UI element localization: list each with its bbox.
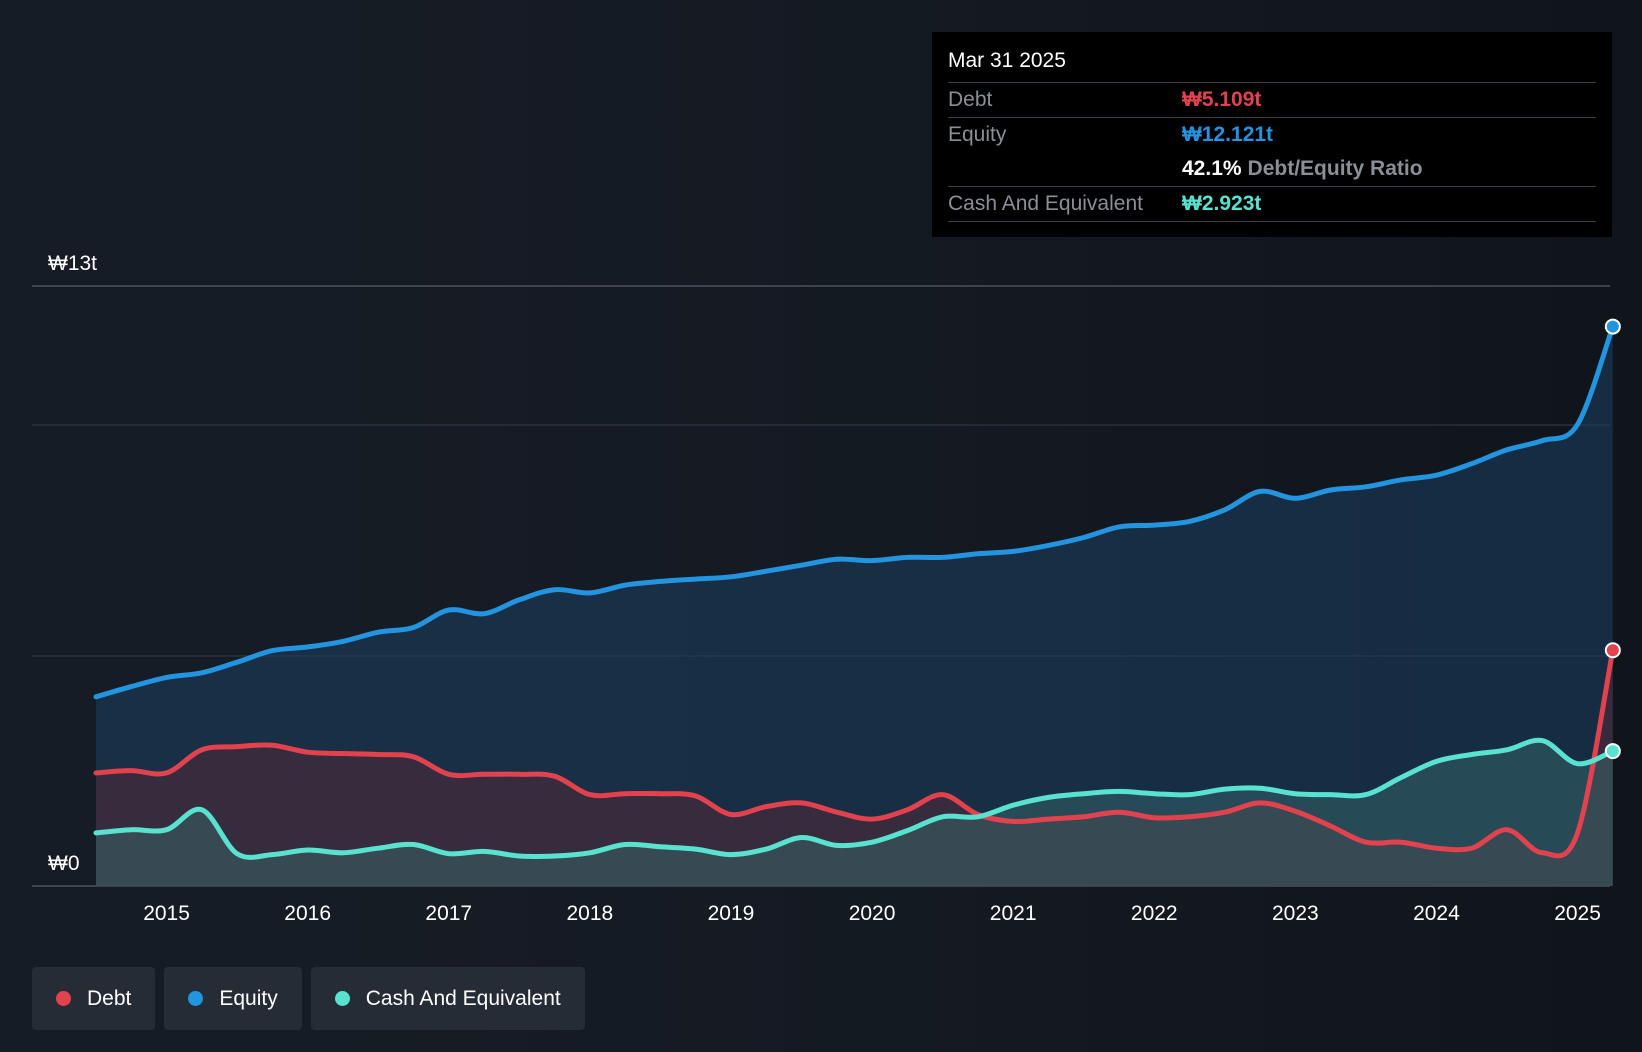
x-tick-label: 2016 bbox=[284, 902, 331, 925]
y-axis-top-label: ₩13t bbox=[48, 252, 97, 275]
tooltip-cash-label: Cash And Equivalent bbox=[948, 192, 1143, 215]
x-tick-label: 2024 bbox=[1413, 902, 1460, 925]
tooltip-equity-label: Equity bbox=[948, 123, 1007, 146]
chart-legend: Debt Equity Cash And Equivalent bbox=[32, 967, 585, 1030]
cash-and-equivalent-end-point bbox=[1604, 743, 1621, 760]
x-tick-label: 2020 bbox=[849, 902, 896, 925]
tooltip-ratio-row: 42.1% Debt/Equity Ratio bbox=[948, 152, 1596, 186]
legend-label-cash: Cash And Equivalent bbox=[365, 986, 561, 1010]
cash-and-equivalent-area bbox=[96, 740, 1613, 886]
tooltip-panel: Mar 31 2025 Debt ₩5.109t Equity ₩12.121t… bbox=[932, 32, 1612, 237]
cash-and-equivalent-line bbox=[93, 737, 1616, 860]
cash-dot-icon bbox=[334, 991, 350, 1006]
tooltip-equity-value: ₩12.121t bbox=[1182, 123, 1274, 146]
x-tick-label: 2022 bbox=[1131, 902, 1178, 925]
x-tick-label: 2015 bbox=[143, 902, 190, 925]
tooltip-ratio-label: Debt/Equity Ratio bbox=[1247, 157, 1423, 180]
tooltip-ratio-value: 42.1% bbox=[1182, 157, 1242, 180]
legend-label-equity: Equity bbox=[219, 986, 278, 1010]
legend-label-debt: Debt bbox=[87, 986, 132, 1010]
debt-end-point bbox=[1604, 642, 1621, 659]
equity-area bbox=[96, 326, 1613, 887]
tooltip-debt-row: Debt ₩5.109t bbox=[948, 82, 1596, 117]
x-tick-label: 2021 bbox=[990, 902, 1037, 925]
tooltip-equity-row: Equity ₩12.121t bbox=[948, 117, 1596, 152]
y-axis-bottom-label: ₩0 bbox=[48, 852, 80, 875]
legend-item-equity[interactable]: Equity bbox=[164, 967, 302, 1030]
x-tick-label: 2023 bbox=[1272, 902, 1319, 925]
x-tick-label: 2019 bbox=[708, 902, 755, 925]
x-tick-label: 2017 bbox=[425, 902, 472, 925]
equity-end-point bbox=[1604, 318, 1621, 335]
tooltip-debt-value: ₩5.109t bbox=[1182, 88, 1262, 111]
tooltip-date: Mar 31 2025 bbox=[948, 49, 1066, 72]
legend-item-cash[interactable]: Cash And Equivalent bbox=[310, 967, 585, 1030]
tooltip-cash-row: Cash And Equivalent ₩2.923t bbox=[948, 186, 1596, 222]
equity-dot-icon bbox=[188, 991, 204, 1006]
tooltip-cash-value: ₩2.923t bbox=[1182, 192, 1262, 215]
tooltip-debt-label: Debt bbox=[948, 88, 993, 111]
legend-item-debt[interactable]: Debt bbox=[32, 967, 156, 1030]
x-tick-label: 2025 bbox=[1554, 902, 1601, 925]
x-tick-label: 2018 bbox=[566, 902, 613, 925]
equity-line bbox=[93, 324, 1616, 700]
debt-line bbox=[93, 647, 1616, 859]
debt-area bbox=[96, 650, 1613, 886]
debt-dot-icon bbox=[56, 991, 71, 1006]
